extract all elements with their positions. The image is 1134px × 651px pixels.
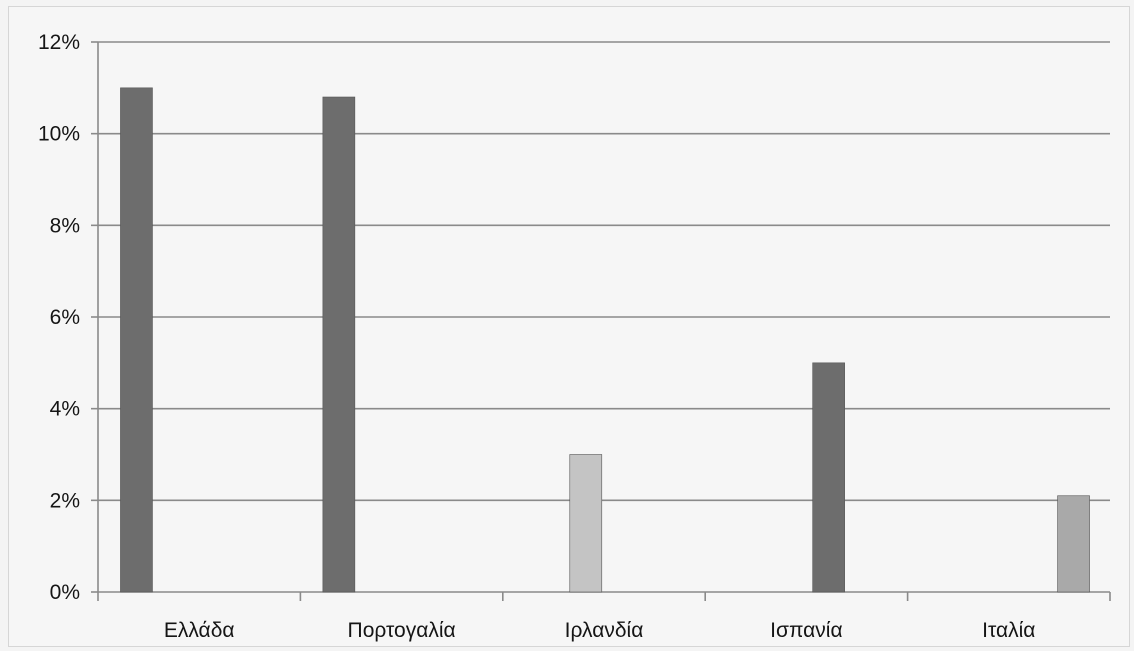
bars <box>120 87 1090 593</box>
axes <box>91 41 1111 601</box>
y-tick-label: 6% <box>50 306 80 329</box>
y-tick-label: 8% <box>50 214 80 237</box>
bar <box>569 454 603 593</box>
chart-frame <box>8 6 1130 647</box>
bar <box>1057 495 1090 593</box>
y-tick-label: 2% <box>50 489 80 512</box>
x-tick-label: Ελλάδα <box>164 619 235 642</box>
y-tick-label: 4% <box>50 398 80 421</box>
bar <box>322 96 356 593</box>
x-tick-label: Ισπανία <box>770 619 842 642</box>
gridlines <box>98 41 1110 502</box>
y-tick-label: 12% <box>38 31 80 54</box>
x-tick-label: Ιρλανδία <box>565 619 644 642</box>
x-tick-label: Ιταλία <box>982 619 1035 642</box>
y-tick-label: 10% <box>38 123 80 146</box>
bar <box>812 362 845 593</box>
tick-labels: 0% 2% 4% 6% 8% 10% 12% Ελλάδα Πορτογαλία Ιρλανδία… <box>38 31 1035 642</box>
x-tick-label: Πορτογαλία <box>348 619 456 642</box>
y-tick-label: 0% <box>50 581 80 604</box>
bar <box>120 87 153 593</box>
